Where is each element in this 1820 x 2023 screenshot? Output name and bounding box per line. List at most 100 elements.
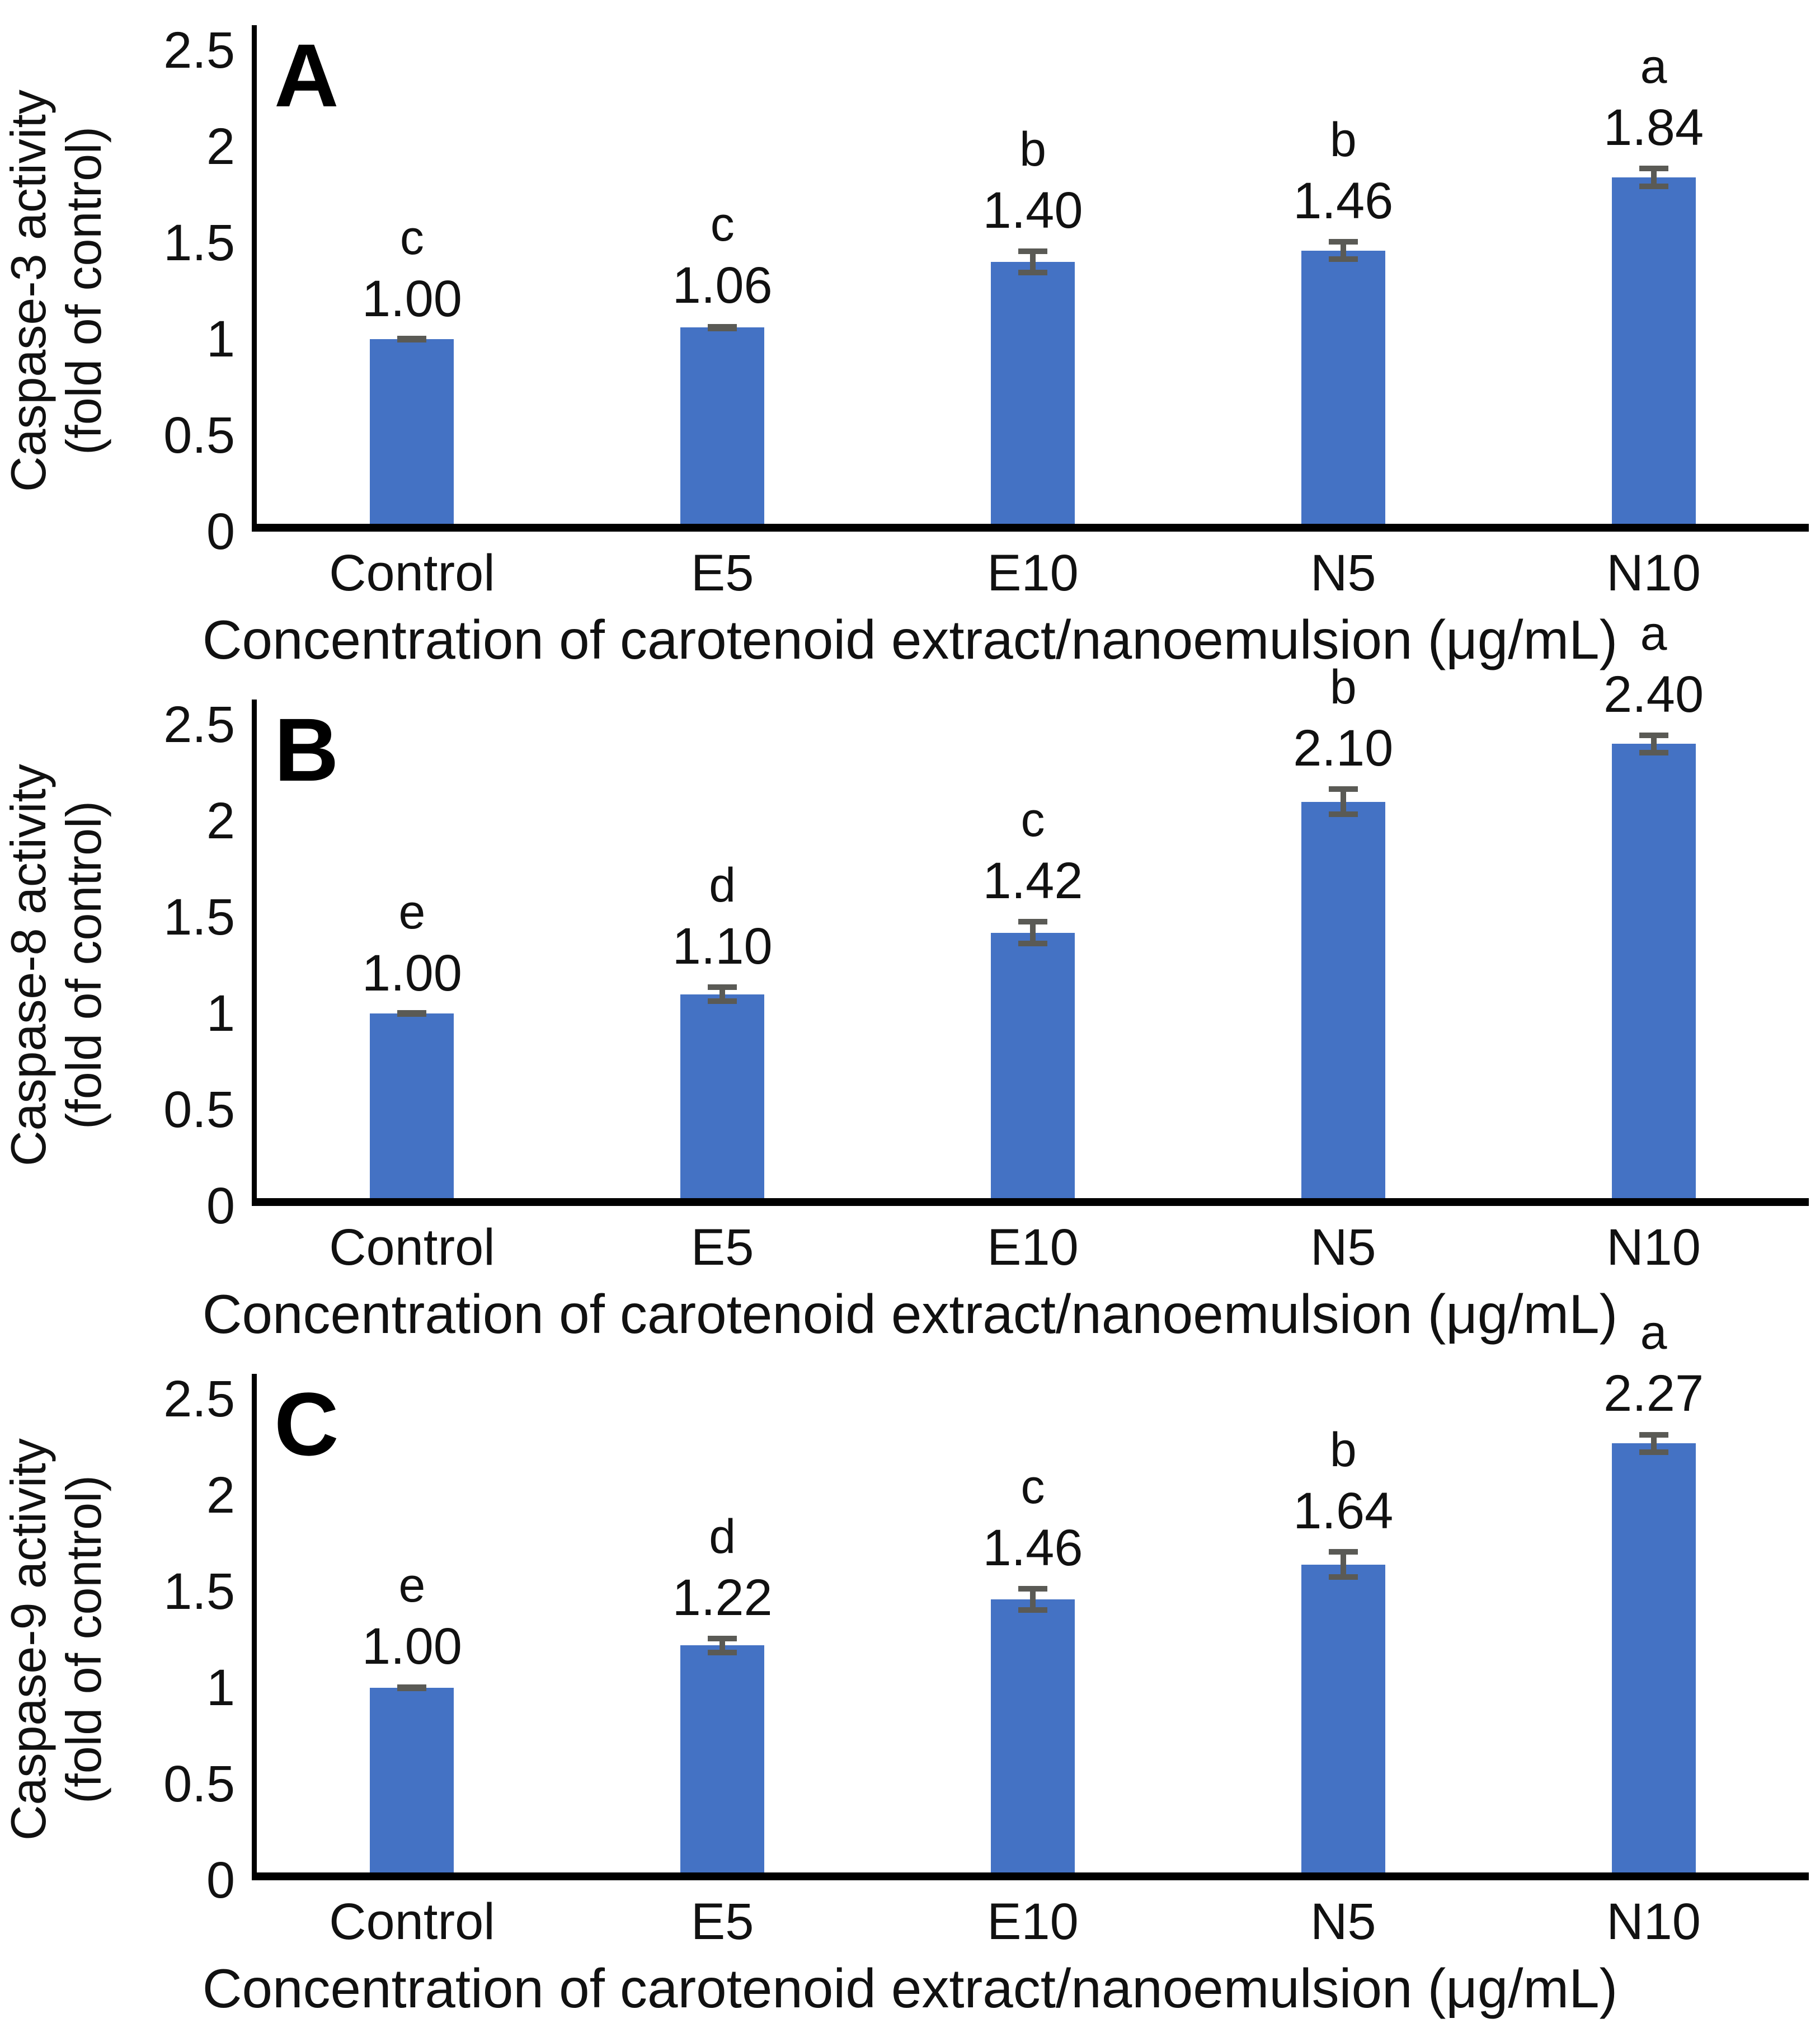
significance-letter: a	[1640, 40, 1667, 94]
panel-letter: A	[274, 25, 339, 125]
significance-letter: c	[1020, 1459, 1045, 1514]
y-tick-label: 2.5	[163, 1370, 235, 1428]
x-tick-label-e5: E5	[690, 1219, 754, 1276]
significance-letter: e	[398, 1558, 426, 1612]
y-axis-ticks-area: 0 0.5 1 1.5 2 2.5	[112, 674, 252, 1232]
x-tick-label-e5: E5	[690, 545, 754, 602]
bar-control	[370, 1688, 454, 1880]
y-axis-title-line2: (fold of control)	[55, 126, 111, 456]
x-tick-label-n5: N5	[1310, 1893, 1376, 1950]
bar-group-n10: 1.84 a	[1498, 43, 1809, 532]
bar-value-label: 1.00	[361, 944, 462, 1002]
x-tick-label-e10: E10	[987, 1219, 1079, 1276]
bar-group-control: 1.00 e	[257, 1399, 567, 1880]
y-tick-label: 1.5	[163, 214, 235, 271]
y-axis-title: Caspase-8 activity (fold of control)	[0, 764, 111, 1167]
plot-area: C 1.00 e 1.22 d 1.46 c 1.64 b 2.27 a	[252, 1308, 1809, 1880]
bar-value-label: 1.40	[982, 182, 1083, 240]
y-axis-title-line1: Caspase-8 activity	[0, 764, 56, 1167]
significance-letter: c	[1020, 793, 1045, 847]
error-bar	[1340, 1549, 1346, 1580]
y-axis-title-line1: Caspase-9 activity	[0, 1438, 56, 1841]
y-axis-title-line2: (fold of control)	[55, 1475, 111, 1804]
y-tick-label: 2	[206, 118, 235, 175]
bar-value-label: 1.64	[1293, 1482, 1394, 1540]
y-tick-label: 0	[206, 503, 235, 560]
y-axis-ticks: 0 0.5 1 1.5 2 2.5	[112, 25, 252, 557]
error-bar	[409, 336, 415, 342]
bar-control	[370, 339, 454, 532]
x-tick-label-control: Control	[329, 1219, 495, 1276]
error-bar	[409, 1684, 415, 1692]
bar-value-label: 1.00	[361, 1617, 462, 1675]
bar-group-e10: 1.40 b	[878, 50, 1188, 532]
bars-container: 1.00 e 1.22 d 1.46 c 1.64 b 2.27 a	[257, 1308, 1809, 1880]
y-tick-label: 0.5	[163, 1081, 235, 1138]
y-axis-title-anchor: Caspase-8 activity (fold of control)	[0, 725, 112, 1206]
significance-letter: b	[1329, 660, 1357, 715]
x-tick-label-n5: N5	[1310, 1219, 1376, 1276]
bar-value-label: 1.06	[672, 257, 773, 315]
bars-container: 1.00 e 1.10 d 1.42 c 2.10 b 2.40 a	[257, 609, 1809, 1206]
x-axis-title: Concentration of carotenoid extract/nano…	[202, 1283, 1618, 1345]
bar-n10	[1611, 744, 1696, 1206]
bar-n10	[1611, 1443, 1696, 1880]
y-axis-line	[252, 700, 257, 1206]
y-tick-label: 1	[206, 1659, 235, 1716]
error-bar	[1650, 166, 1657, 189]
bar-value-label: 1.10	[672, 918, 773, 975]
error-bar	[719, 323, 726, 332]
y-axis-title-area: Caspase-8 activity (fold of control)	[0, 674, 112, 1206]
y-tick-label: 2	[206, 792, 235, 849]
error-bar	[409, 1011, 415, 1016]
bar-e10	[990, 1599, 1075, 1880]
y-tick-label: 0	[206, 1852, 235, 1909]
significance-letter: d	[709, 858, 736, 913]
x-tick-labels: Control E5 E10 N5 N10	[252, 532, 1820, 599]
significance-letter: b	[1019, 123, 1046, 177]
bar-value-label: 1.00	[361, 270, 462, 327]
significance-letter: a	[1640, 1306, 1667, 1360]
error-bar	[1029, 248, 1036, 276]
y-tick-label: 0.5	[163, 1756, 235, 1813]
bar-group-e5: 1.06 c	[567, 50, 878, 532]
plot-area-cell: A 1.00 c 1.06 c 1.40 b 1.46 b 1.84 a	[252, 0, 1820, 532]
bar-value-label: 1.46	[1293, 172, 1394, 230]
bar-e5	[680, 1645, 765, 1880]
bar-e5	[680, 994, 765, 1206]
bar-value-label: 1.84	[1603, 99, 1704, 157]
bar-group-n10: 2.27 a	[1498, 1308, 1809, 1880]
y-axis-title: Caspase-9 activity (fold of control)	[0, 1438, 111, 1841]
bar-group-e5: 1.22 d	[567, 1399, 878, 1880]
bar-group-e10: 1.42 c	[878, 725, 1188, 1206]
bar-value-label: 2.10	[1293, 720, 1394, 777]
bar-group-e10: 1.46 c	[878, 1399, 1188, 1880]
y-axis-ticks: 0 0.5 1 1.5 2 2.5	[112, 699, 252, 1232]
y-tick-label: 2.5	[163, 22, 235, 79]
bar-group-n10: 2.40 a	[1498, 609, 1809, 1206]
y-axis-ticks-area: 0 0.5 1 1.5 2 2.5	[112, 0, 252, 557]
significance-letter: c	[710, 198, 735, 252]
bar-value-label: 2.40	[1603, 665, 1704, 723]
x-tick-label-control: Control	[329, 1893, 495, 1950]
y-tick-label: 2	[206, 1467, 235, 1524]
panel-letter: C	[274, 1374, 339, 1474]
plot-area: B 1.00 e 1.10 d 1.42 c 2.10 b 2.40 a	[252, 609, 1809, 1206]
panel-caspase-8: Caspase-8 activity (fold of control) 0 0.…	[0, 609, 1820, 1349]
x-tick-label-e10: E10	[987, 1893, 1079, 1950]
significance-letter: d	[709, 1510, 736, 1564]
bar-value-label: 1.46	[982, 1519, 1083, 1576]
x-tick-labels: Control E5 E10 N5 N10	[252, 1880, 1820, 1947]
x-axis-title: Concentration of carotenoid extract/nano…	[202, 1958, 1618, 2019]
y-tick-label: 1.5	[163, 889, 235, 946]
x-tick-label-n10: N10	[1606, 1893, 1701, 1950]
plot-area: A 1.00 c 1.06 c 1.40 b 1.46 b 1.84 a	[252, 25, 1809, 532]
x-tick-label-e10: E10	[987, 545, 1079, 602]
bar-value-label: 2.27	[1603, 1365, 1704, 1423]
significance-letter: c	[399, 210, 424, 265]
y-axis-title-area: Caspase-9 activity (fold of control)	[0, 1349, 112, 1880]
error-bar	[719, 984, 726, 1004]
y-axis-line	[252, 1374, 257, 1880]
panel-letter: B	[274, 700, 339, 800]
